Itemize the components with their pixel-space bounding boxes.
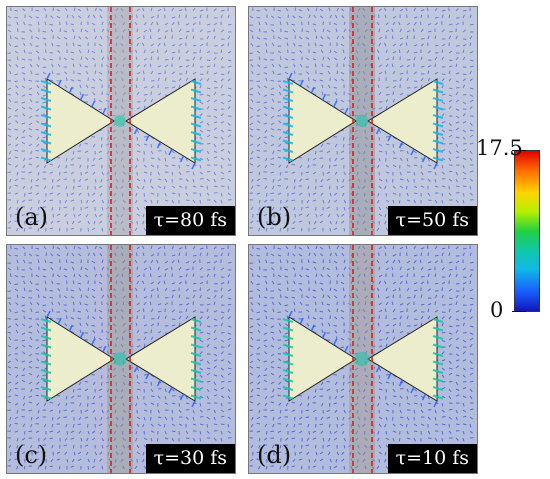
edge-enhancement (40, 72, 202, 170)
field-map-d (249, 245, 477, 473)
panel-label-b: (b) (257, 203, 292, 231)
colorbar-max-label: 17.5 (476, 136, 523, 160)
tau-label-a: τ=80 fs (145, 206, 235, 235)
panel-d: (d) τ=10 fs (248, 244, 478, 474)
colorbar-max-tick (512, 150, 526, 151)
panel-a: (a) τ=80 fs (6, 6, 236, 236)
gap-hotspot (354, 351, 370, 367)
gap-hotspot (114, 115, 126, 127)
gap-hotspot (113, 352, 127, 366)
panel-label-a: (a) (15, 203, 49, 231)
panel-label-d: (d) (257, 441, 292, 469)
edge-enhancement (40, 310, 202, 408)
edge-enhancement (282, 72, 444, 170)
tau-label-b: τ=50 fs (387, 206, 477, 235)
tau-label-c: τ=30 fs (145, 444, 235, 473)
field-map-a (7, 7, 235, 235)
edge-enhancement (282, 310, 444, 408)
colorbar-min-tick (512, 311, 526, 312)
colorbar-min-label: 0 (490, 298, 504, 322)
field-map-b (249, 7, 477, 235)
panel-b: (b) τ=50 fs (248, 6, 478, 236)
colorbar (514, 150, 540, 312)
panel-c: (c) τ=30 fs (6, 244, 236, 474)
tau-label-d: τ=10 fs (387, 444, 477, 473)
gap-hotspot (355, 114, 369, 128)
panel-label-c: (c) (15, 441, 48, 469)
field-map-c (7, 245, 235, 473)
